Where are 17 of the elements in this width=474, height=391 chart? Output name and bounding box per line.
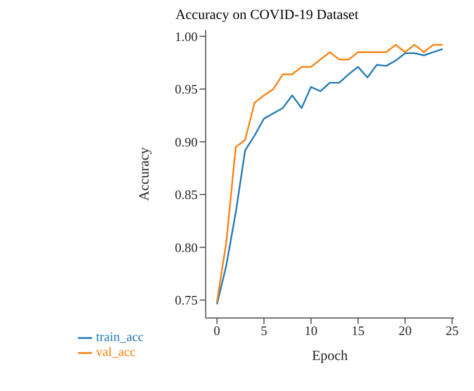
x-tick-label: 5 [260, 323, 268, 338]
y-tick-label: 0.85 [174, 187, 198, 202]
y-axis-title: Accuracy [138, 147, 153, 201]
x-tick-label: 10 [304, 323, 318, 338]
x-tick-label: 25 [446, 323, 459, 338]
legend-label: val_acc [96, 344, 136, 359]
x-tick-label: 15 [352, 323, 365, 338]
x-axis-title: Epoch [312, 349, 348, 364]
y-tick-label: 0.75 [174, 292, 198, 308]
y-tick-label: 0.90 [174, 134, 198, 150]
legend-label: train_acc [96, 328, 144, 344]
x-tick-label: 0 [214, 323, 220, 338]
chart-title: Accuracy on COVID-19 Dataset [174, 8, 360, 24]
x-tick-label: 20 [398, 323, 412, 338]
y-tick-label: 0.80 [174, 240, 198, 255]
y-tick-label: 1.00 [174, 28, 198, 44]
y-tick-label: 0.95 [174, 82, 198, 97]
